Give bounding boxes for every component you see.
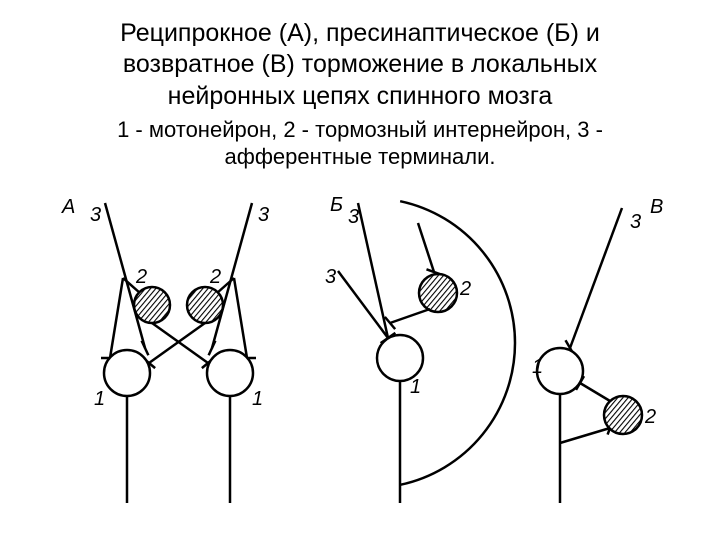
panel-a-motoneuron-label-1: 1: [252, 388, 263, 410]
panel-b-presyn-conn: [390, 309, 430, 323]
slide: Реципрокное (А), пресинаптическое (Б) и …: [0, 0, 720, 540]
title-line-2: возвратное (В) торможение в локальных: [123, 50, 597, 78]
panel-a-motoneuron-0: [104, 350, 150, 396]
panel-a-afferent-label-0: 3: [90, 204, 101, 226]
subtitle-line-2: афферентные терминали.: [224, 144, 495, 169]
panel-b-interneuron-label: 2: [459, 278, 471, 300]
panel-a-label: А: [61, 196, 75, 218]
panel-a-inhib-conn-1: [149, 323, 205, 363]
slide-title: Реципрокное (А), пресинаптическое (Б) и …: [40, 18, 680, 112]
diagram-container: А332211Б3321В312: [40, 183, 680, 513]
title-line-1: Реципрокное (А), пресинаптическое (Б) и: [120, 19, 600, 47]
panel-a-interneuron-label-0: 2: [135, 266, 147, 288]
panel-v-collateral: [560, 428, 610, 443]
panel-b-motoneuron: [377, 335, 423, 381]
panel-v-afferent: [570, 208, 622, 348]
panel-v-afferent-label: 3: [630, 211, 641, 233]
panel-a-interneuron-label-1: 2: [209, 266, 221, 288]
panel-a-interneuron-0: [134, 287, 170, 323]
panel-v-recurrent-inhib: [580, 383, 610, 401]
panel-a-motoneuron-label-0: 1: [94, 388, 105, 410]
panel-v-label: В: [650, 196, 663, 218]
panel-a-branch-to-moto-1: [234, 278, 247, 358]
slide-subtitle: 1 - мотонейрон, 2 - тормозный интернейро…: [40, 116, 680, 171]
panel-b-inter-input: [418, 223, 434, 272]
panel-b-label: Б: [330, 194, 343, 216]
neural-circuit-diagram: А332211Б3321В312: [40, 183, 680, 513]
panel-v-motoneuron-label: 1: [532, 356, 543, 378]
panel-a-interneuron-1: [187, 287, 223, 323]
panel-a-afferent-label-1: 3: [258, 204, 269, 226]
panel-b-afferent-label-0: 3: [348, 206, 359, 228]
panel-a-branch-to-moto-0: [110, 278, 123, 358]
panel-a-inhib-conn-0: [152, 323, 208, 363]
panel-v-motoneuron: [537, 348, 583, 394]
panel-a-afferent-terminal-1: [209, 340, 216, 355]
panel-a-afferent-terminal-0: [142, 340, 149, 355]
panel-v-interneuron-label: 2: [644, 406, 656, 428]
title-line-3: нейронных цепях спинного мозга: [168, 82, 553, 110]
panel-a-motoneuron-1: [207, 350, 253, 396]
panel-v-interneuron: [604, 396, 642, 434]
panel-b-interneuron: [419, 274, 457, 312]
subtitle-line-1: 1 - мотонейрон, 2 - тормозный интернейро…: [117, 117, 603, 142]
panel-b-afferent-label-1: 3: [325, 266, 336, 288]
panel-b-motoneuron-label: 1: [410, 376, 421, 398]
